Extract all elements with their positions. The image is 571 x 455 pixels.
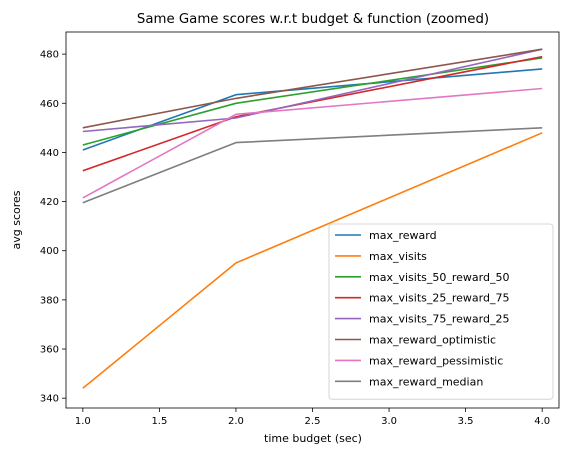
series-line-max-reward [82, 68, 543, 151]
x-axis-label: time budget (sec) [264, 432, 362, 445]
y-tick-label: 460 [40, 99, 59, 110]
legend-label: max_visits [369, 250, 427, 263]
x-tick-label: 2.5 [305, 416, 321, 427]
y-tick-label: 380 [40, 295, 59, 306]
series-line-max-reward-median [82, 127, 543, 204]
y-axis-label: avg scores [10, 190, 23, 249]
series-lines [82, 48, 543, 389]
legend-box [328, 223, 554, 400]
x-tick-label: 1.5 [151, 416, 167, 427]
y-tick-label: 420 [40, 197, 59, 208]
x-axis: 1.0 1.5 2.0 2.5 3.0 3.5 4.0 [75, 408, 550, 427]
x-tick-label: 4.0 [534, 416, 550, 427]
legend-label: max_reward_median [369, 375, 483, 388]
series-line-max-visits-25-reward-75 [82, 55, 543, 172]
legend-label: max_reward [369, 229, 437, 242]
x-tick-label: 1.0 [75, 416, 91, 427]
x-tick-label: 3.0 [381, 416, 397, 427]
series-line-max-reward-optimistic [82, 48, 543, 129]
legend-label: max_reward_pessimistic [369, 354, 503, 367]
y-tick-label: 340 [40, 394, 59, 405]
chart-title: Same Game scores w.r.t budget & function… [137, 12, 489, 27]
x-tick-label: 2.0 [228, 416, 244, 427]
series-line-max-reward-pessimistic [82, 87, 543, 199]
y-tick-label: 480 [40, 50, 59, 61]
y-tick-label: 360 [40, 345, 59, 356]
series-line-max-visits-50-reward-50 [82, 57, 543, 146]
legend: max_reward max_visits max_visits_50_reward… [328, 223, 554, 400]
series-line-max-visits-75-reward-25 [82, 48, 543, 133]
y-tick-label: 440 [40, 148, 59, 159]
y-axis: 340 360 380 400 420 440 460 480 [40, 50, 66, 405]
x-tick-label: 3.5 [458, 416, 474, 427]
legend-label: max_visits_50_reward_50 [369, 271, 509, 284]
series-line-max-visits [82, 132, 543, 389]
legend-label: max_visits_75_reward_25 [369, 313, 509, 326]
legend-label: max_reward_optimistic [369, 334, 496, 347]
y-tick-label: 400 [40, 246, 59, 257]
legend-label: max_visits_25_reward_75 [369, 292, 509, 305]
